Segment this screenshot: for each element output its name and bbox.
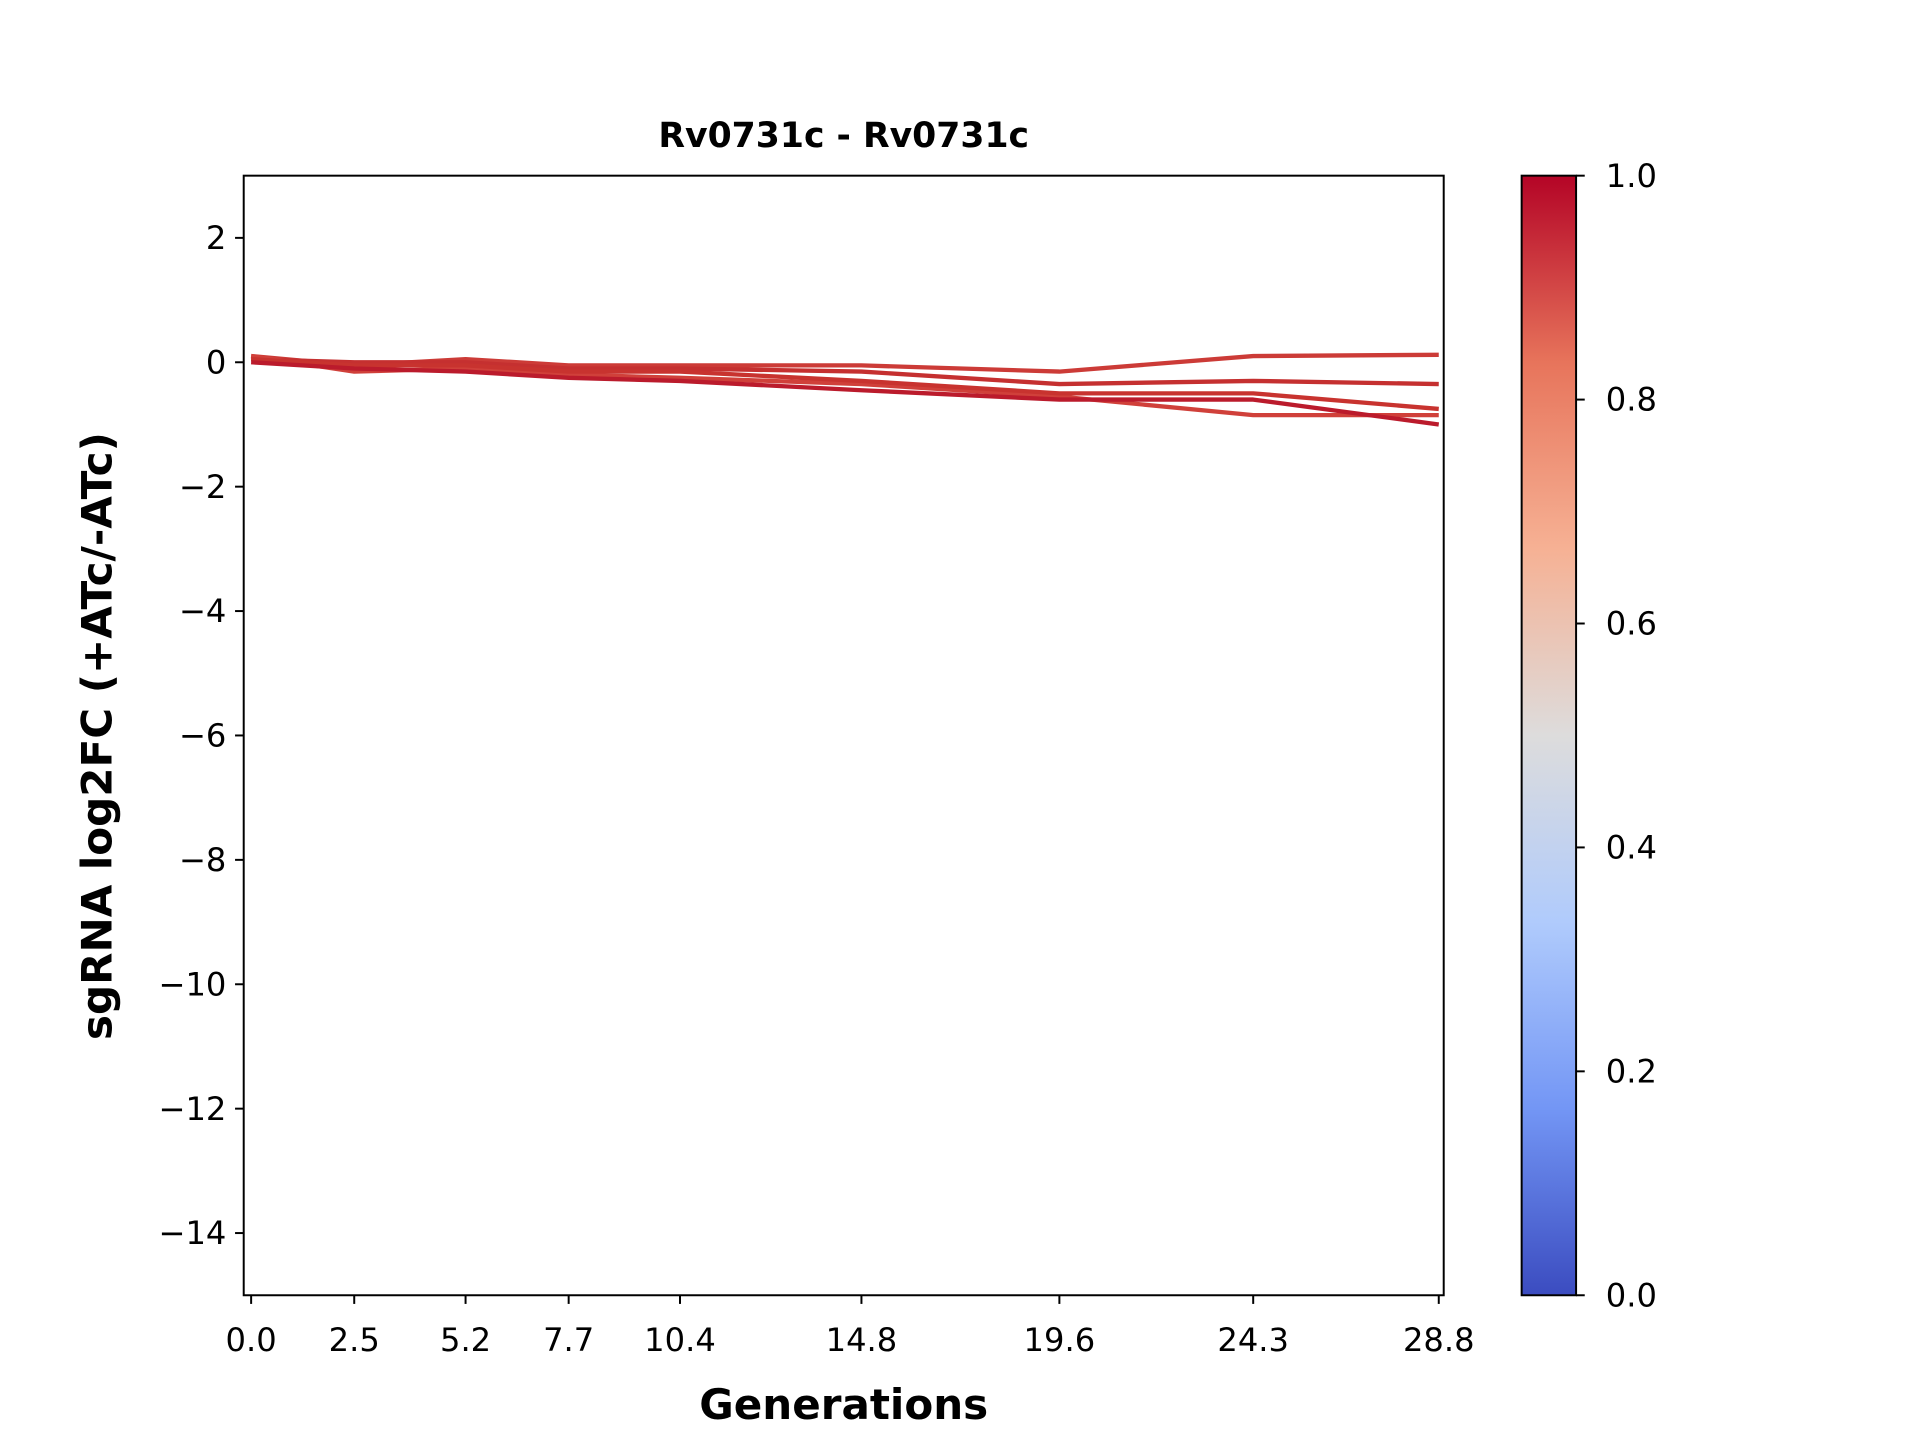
colorbar-tick-label: 0.2 bbox=[1606, 1052, 1657, 1090]
y-tick-label: −4 bbox=[179, 592, 226, 630]
series-line-4 bbox=[251, 356, 1439, 412]
x-axis-label: Generations bbox=[699, 1380, 988, 1429]
colorbar-tick-label: 0.8 bbox=[1606, 381, 1657, 419]
x-tick-label: 5.2 bbox=[440, 1321, 491, 1359]
y-tick-label: −8 bbox=[179, 841, 226, 879]
y-tick-label: 2 bbox=[206, 219, 226, 257]
x-tick-label: 24.3 bbox=[1217, 1321, 1289, 1359]
y-axis-label: sgRNA log2FC (+ATc/-ATc) bbox=[72, 432, 121, 1040]
x-tick-label: 10.4 bbox=[644, 1321, 716, 1359]
x-tick-label: 7.7 bbox=[543, 1321, 594, 1359]
x-tick-label: 14.8 bbox=[826, 1321, 898, 1359]
y-tick-label: −12 bbox=[159, 1090, 227, 1128]
x-tick-label: 28.8 bbox=[1403, 1321, 1475, 1359]
y-tick-label: 0 bbox=[206, 343, 226, 381]
x-tick-label: 2.5 bbox=[329, 1321, 380, 1359]
y-tick-label: −6 bbox=[179, 717, 226, 755]
colorbar-tick-label: 0.0 bbox=[1606, 1276, 1657, 1314]
x-tick-label: 19.6 bbox=[1024, 1321, 1096, 1359]
colorbar-tick-label: 0.6 bbox=[1606, 605, 1657, 643]
plot-area bbox=[250, 352, 1440, 427]
chart-title: Rv0731c - Rv0731c bbox=[658, 116, 1029, 156]
colorbar-tick-label: 0.4 bbox=[1606, 829, 1657, 867]
axes-frame bbox=[242, 174, 1445, 1297]
y-tick-label: −14 bbox=[159, 1214, 227, 1252]
colorbar-gradient bbox=[1520, 174, 1578, 1297]
series-line-2 bbox=[251, 356, 1439, 387]
x-tick-label: 0.0 bbox=[226, 1321, 277, 1359]
series-line-5 bbox=[251, 360, 1440, 427]
y-tick-label: −10 bbox=[159, 965, 227, 1003]
colorbar: 0.0 0.2 0.4 0.6 0.8 1.0 bbox=[1520, 157, 1657, 1314]
y-tick-label: −2 bbox=[179, 468, 226, 506]
colorbar-tick-label: 1.0 bbox=[1606, 157, 1657, 195]
